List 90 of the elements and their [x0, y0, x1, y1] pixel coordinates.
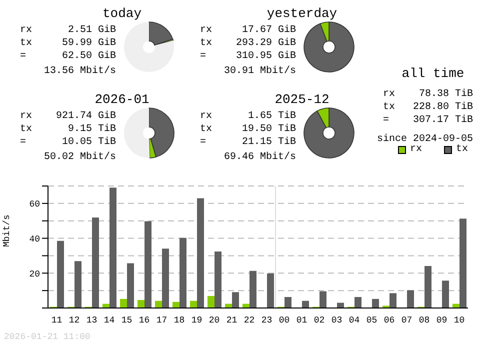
- y-axis-title: Mbit/s: [2, 214, 12, 247]
- x-tick-label: 06: [384, 315, 395, 326]
- donut-slice: [304, 108, 354, 158]
- text: 69.46 Mbit/s: [222, 151, 296, 164]
- y-tick-label: 60: [29, 200, 40, 210]
- x-tick-label: 00: [278, 315, 290, 326]
- x-tick-label: 15: [121, 315, 132, 326]
- bar: [250, 270, 256, 308]
- bar: [208, 296, 214, 308]
- bar: [424, 266, 432, 308]
- x-tick-label: 16: [138, 315, 150, 326]
- text: tx 59.99 GiB: [18, 37, 116, 50]
- x-tick-label: 04: [348, 315, 360, 326]
- bar: [442, 280, 449, 308]
- text: tx 19.50 TiB: [198, 123, 296, 136]
- text: = 10.05 TiB: [18, 136, 116, 149]
- text: = 21.15 TiB: [198, 136, 296, 149]
- chart-title: yesterday: [266, 6, 338, 23]
- donut-slice: [148, 22, 174, 46]
- bar: [74, 261, 82, 308]
- bar: [320, 291, 326, 308]
- x-tick-label: 07: [401, 315, 412, 326]
- bar: [267, 273, 274, 308]
- bar: [110, 188, 116, 308]
- text: 13.56 Mbit/s: [42, 65, 116, 78]
- bar: [407, 290, 414, 308]
- bar: [172, 302, 180, 308]
- donut-slice: [124, 108, 150, 158]
- x-tick-label: 11: [51, 315, 62, 326]
- chart-title: 2025-12: [274, 92, 330, 107]
- bar: [302, 300, 309, 308]
- donut-slice: [124, 22, 174, 72]
- bar: [144, 221, 152, 308]
- text: rx 1.65 TiB: [198, 110, 296, 123]
- text: = 310.95 GiB: [198, 50, 296, 63]
- text: all time: [400, 66, 466, 83]
- text: rx 921.74 GiB: [18, 110, 116, 123]
- y-tick-label: 20: [29, 269, 40, 280]
- x-tick-label: 09: [436, 315, 448, 326]
- text: rx 78.38 TiB: [382, 88, 473, 101]
- x-tick-label: 17: [156, 315, 168, 326]
- bar: [372, 298, 379, 308]
- text: tx 9.15 TiB: [18, 123, 116, 136]
- text: 30.91 Mbit/s: [222, 65, 296, 78]
- text: = 307.17 TiB: [382, 114, 473, 127]
- bar: [232, 292, 239, 308]
- x-tick-label: 18: [174, 315, 185, 326]
- text: tx 293.29 GiB: [198, 37, 296, 50]
- x-tick-label: 21: [226, 315, 238, 326]
- x-tick-label: 12: [68, 315, 80, 326]
- bar: [284, 297, 292, 308]
- bar: [390, 293, 396, 308]
- bar: [460, 218, 466, 308]
- bar: [197, 198, 204, 308]
- legend-label: rx: [410, 144, 422, 155]
- legend-label: tx: [456, 144, 468, 155]
- text: 50.02 Mbit/s: [42, 151, 116, 164]
- x-tick-label: 02: [314, 315, 325, 326]
- bar: [190, 300, 197, 308]
- x-tick-label: 20: [208, 315, 220, 326]
- x-tick-label: 08: [418, 315, 430, 326]
- text: rx 17.67 GiB: [198, 24, 296, 37]
- bar: [120, 298, 127, 308]
- donut-slice: [148, 108, 174, 158]
- bar: [138, 300, 144, 308]
- x-tick-label: 22: [244, 315, 255, 326]
- x-tick-label: 05: [366, 315, 378, 326]
- x-tick-label: 10: [454, 315, 465, 326]
- bar: [162, 248, 169, 308]
- x-tick-label: 03: [331, 315, 342, 326]
- x-tick-label: 23: [261, 315, 272, 326]
- bar: [214, 252, 222, 308]
- x-tick-label: 14: [104, 315, 115, 326]
- bar: [155, 300, 162, 308]
- bar: [127, 263, 134, 308]
- x-tick-label: 01: [296, 315, 308, 326]
- donut-slice: [304, 22, 354, 72]
- chart-title: 2026-01: [94, 92, 150, 109]
- text: since 2024-09-05: [376, 133, 473, 145]
- x-tick-label: 13: [86, 315, 98, 326]
- bar: [57, 240, 64, 308]
- y-tick-label: 40: [29, 234, 40, 244]
- x-tick-label: 19: [191, 315, 202, 326]
- bar: [92, 218, 99, 308]
- text: = 62.50 GiB: [18, 50, 116, 63]
- bar: [354, 297, 362, 308]
- bar: [180, 238, 186, 308]
- text: rx 2.51 GiB: [18, 24, 116, 37]
- text: tx 228.80 TiB: [382, 101, 473, 114]
- chart-title: today: [101, 6, 142, 23]
